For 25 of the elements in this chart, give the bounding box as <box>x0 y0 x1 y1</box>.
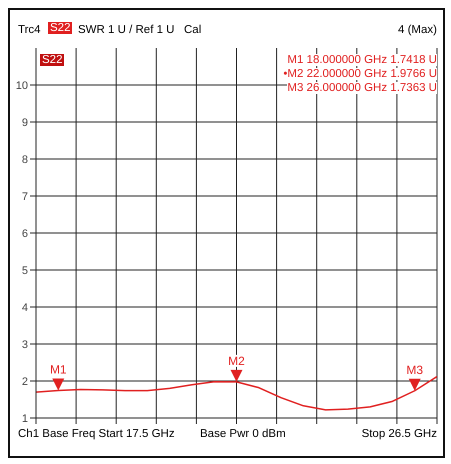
annotation: M1 <box>50 362 67 377</box>
text: 4 (Max) <box>398 24 437 36</box>
annotation: M3 26.000000 GHz 1.7363 U <box>287 82 437 94</box>
annotation: M3 <box>406 362 424 377</box>
text: Trc4 <box>18 24 41 36</box>
y-tick-label: 9 <box>22 116 28 129</box>
y-tick-label: 3 <box>22 338 28 351</box>
text: S22 <box>48 22 72 34</box>
text: Stop 26.5 GHz <box>362 428 437 440</box>
y-tick-label: 6 <box>22 228 28 240</box>
text: Base Pwr 0 dBm <box>200 428 286 440</box>
text: Cal <box>184 24 202 36</box>
y-tick-label: 7 <box>22 190 28 203</box>
y-tick-label: 5 <box>22 264 28 277</box>
y-tick-label: 2 <box>22 376 28 388</box>
y-tick-label: 1 <box>22 412 28 425</box>
y-tick-label: 4 <box>22 302 28 314</box>
text: SWR 1 U / Ref 1 U <box>78 24 174 36</box>
annotation: M2 <box>228 354 246 368</box>
annotation: •M2 22.000000 GHz 1.9766 U <box>283 68 437 80</box>
annotation: M1 18.000000 GHz 1.7418 U <box>287 54 437 66</box>
y-tick-label: 8 <box>22 154 28 166</box>
text: Ch1 Base Freq Start 17.5 GHz <box>18 428 175 440</box>
y-tick-label: 10 <box>16 80 28 92</box>
annotation: S22 <box>40 54 64 66</box>
